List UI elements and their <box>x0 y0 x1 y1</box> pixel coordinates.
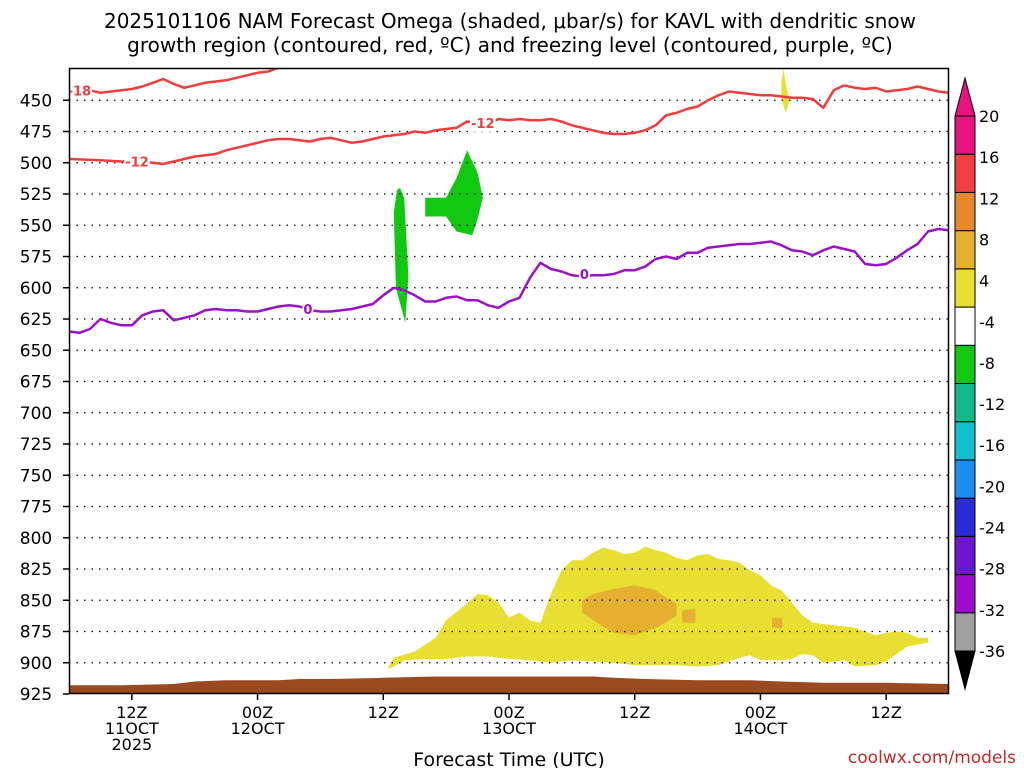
omega-shaded-regions <box>387 69 928 669</box>
ytick-label-750: 750 <box>20 466 52 486</box>
colorbar-swatch-1 <box>954 574 976 614</box>
ytick-label-625: 625 <box>20 310 52 330</box>
contour-label-bg-3 <box>302 303 314 318</box>
ytick-label-775: 775 <box>20 498 52 518</box>
colorbar-swatch-13 <box>954 115 976 155</box>
omega-region-6 <box>772 617 783 628</box>
x-axis-label: Forecast Time (UTC) <box>413 749 604 768</box>
colorbar-swatch-9 <box>954 268 976 308</box>
colorbar-swatch-11 <box>954 191 976 232</box>
ytick-label-450: 450 <box>20 91 52 111</box>
omega-region-1 <box>425 150 483 236</box>
colorbar-swatch-2 <box>954 535 976 576</box>
colorbar-swatch-8 <box>954 306 976 346</box>
colorbar-label-12: -32 <box>979 601 1005 620</box>
xtick-label-1-1: 12OCT <box>231 719 285 738</box>
colorbar-swatch-7 <box>954 344 976 384</box>
colorbar-label-8: -16 <box>979 436 1005 455</box>
contour-temperature--18-0 <box>69 69 279 95</box>
colorbar-label-3: 8 <box>979 230 989 249</box>
colorbar-swatch-3 <box>954 497 976 537</box>
colorbar-label-4: 4 <box>979 272 989 291</box>
colorbar-label-11: -28 <box>979 560 1005 579</box>
xtick-label-6-0: 12Z <box>870 703 901 722</box>
xtick-label-0-1: 11OCT <box>105 719 159 738</box>
ytick-label-875: 875 <box>20 623 52 643</box>
contour-temperature--12-2 <box>69 84 845 166</box>
credit-watermark: coolwx.com/models <box>848 748 1016 768</box>
xtick-label-1-0: 00Z <box>242 703 273 722</box>
contour-label-bg-2 <box>470 116 496 132</box>
ground-area <box>69 676 949 694</box>
contour-label-2: -12 <box>471 117 495 132</box>
colorbar-swatch-10 <box>954 230 976 270</box>
colorbar-swatch-12 <box>954 153 976 193</box>
colorbar-over-arrow <box>954 76 976 117</box>
ytick-label-725: 725 <box>20 435 52 455</box>
contour-label-bg-4 <box>578 268 590 283</box>
colorbar-under-arrow <box>954 650 976 691</box>
xtick-label-3-1: 13OCT <box>482 719 536 738</box>
xtick-label-2-0: 12Z <box>368 703 399 722</box>
ytick-label-475: 475 <box>20 123 52 143</box>
contour-temperature-0-3 <box>69 227 949 335</box>
colorbar-label-6: -8 <box>979 354 995 373</box>
ytick-label-675: 675 <box>20 373 52 393</box>
grid-lines <box>69 99 949 664</box>
omega-region-4 <box>582 585 677 636</box>
omega-region-2 <box>781 69 790 113</box>
xtick-label-5-0: 00Z <box>745 703 776 722</box>
colorbar-legend: 20 16 12 8 4 -4 -8 -12 -16 -20 -24 -28 -32 -36 <box>954 76 1005 691</box>
colorbar-label-2: 12 <box>979 189 999 208</box>
ytick-label-925: 925 <box>20 685 52 705</box>
ytick-label-550: 550 <box>20 216 52 236</box>
contour-label-bg-1 <box>124 155 150 171</box>
colorbar-label-5: -4 <box>979 313 995 332</box>
xtick-label-0-2: 2025 <box>111 735 152 754</box>
xtick-label-5-1: 14OCT <box>733 719 787 738</box>
ytick-label-850: 850 <box>20 591 52 611</box>
chart-title-line-1: 2025101106 NAM Forecast Omega (shaded, μ… <box>104 9 916 33</box>
contour-label-4: 0 <box>580 268 589 283</box>
colorbar-swatch-0 <box>954 612 976 652</box>
omega-region-5 <box>681 609 696 623</box>
plot-frame <box>68 67 950 695</box>
contour-label-0: -18 <box>68 84 92 99</box>
colorbar-label-13: -36 <box>979 642 1005 661</box>
ytick-label-600: 600 <box>20 279 52 299</box>
ground-terrain <box>69 676 949 694</box>
colorbar-label-10: -24 <box>979 519 1005 538</box>
ytick-label-650: 650 <box>20 341 52 361</box>
contour-label-3: 0 <box>303 303 312 318</box>
ytick-label-700: 700 <box>20 404 52 424</box>
chart-title-line-2: growth region (contoured, red, ºC) and f… <box>127 33 893 57</box>
y-axis: 450 475 500 525 550 575 600 625 650 675 700 725 750 7… <box>20 91 69 705</box>
colorbar-swatch-6 <box>954 383 976 423</box>
ytick-label-900: 900 <box>20 654 52 674</box>
ytick-label-825: 825 <box>20 560 52 580</box>
colorbar-swatch-4 <box>954 459 976 499</box>
ytick-label-525: 525 <box>20 185 52 205</box>
colorbar-label-0: 20 <box>979 107 999 126</box>
contour-lines: -18 -12 -12 0 0 <box>68 69 949 335</box>
colorbar-label-7: -12 <box>979 395 1005 414</box>
colorbar-label-1: 16 <box>979 148 999 167</box>
xtick-label-4-0: 12Z <box>619 703 650 722</box>
colorbar-label-9: -20 <box>979 477 1005 496</box>
contour-label-bg-0 <box>69 84 93 100</box>
ytick-label-575: 575 <box>20 248 52 268</box>
ytick-label-500: 500 <box>20 154 52 174</box>
contour-temperature--18-1 <box>843 84 949 95</box>
contour-label-1: -12 <box>125 156 149 171</box>
ytick-label-800: 800 <box>20 529 52 549</box>
xtick-label-0-0: 12Z <box>116 703 147 722</box>
xtick-label-3-0: 00Z <box>493 703 524 722</box>
omega-region-0 <box>393 187 409 323</box>
colorbar-swatch-5 <box>954 421 976 461</box>
